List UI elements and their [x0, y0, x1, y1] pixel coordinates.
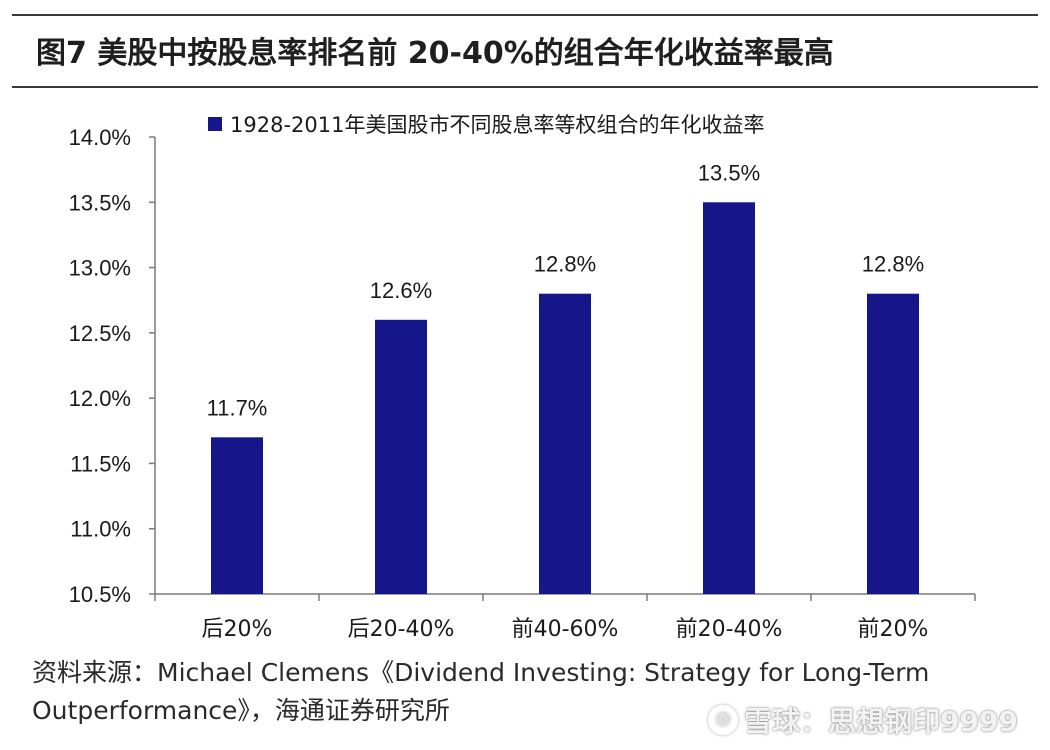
bar-chart: 14.0% 13.5% 13.0% 12.5% 12.0% 11.5% 11.0% 10.5%…	[69, 113, 976, 642]
bar	[703, 202, 755, 594]
bar-data-label: 12.6%	[370, 278, 432, 303]
y-tick-label: 14.0%	[69, 125, 131, 150]
bar-data-label: 12.8%	[534, 252, 596, 277]
title-rule	[12, 86, 1038, 88]
y-tick-label: 11.0%	[70, 517, 131, 542]
bar	[539, 293, 591, 594]
legend-label: 1928-2011年美国股市不同股息率等权组合的年化收益率	[230, 113, 764, 137]
bar-data-label: 11.7%	[207, 395, 268, 420]
bar	[375, 319, 427, 594]
x-category-label: 后20-40%	[348, 617, 455, 642]
y-tick-label: 10.5%	[69, 582, 131, 607]
y-tick-label: 12.5%	[69, 321, 131, 346]
bar-data-label: 12.8%	[862, 252, 924, 277]
y-tick-label: 13.5%	[69, 190, 131, 215]
watermark-text: 雪球：思想钢印9999	[744, 705, 1018, 738]
bar-data-label: 13.5%	[698, 160, 760, 185]
y-tick-label: 13.0%	[69, 256, 131, 281]
y-tick-label: 12.0%	[69, 386, 131, 411]
source-note: 资料来源：Michael Clemens《Dividend Investing:…	[32, 658, 930, 725]
legend-swatch	[208, 117, 222, 131]
watermark: ◎ 雪球：思想钢印9999	[708, 700, 1018, 740]
figure-title: 图7 美股中按股息率排名前 20-40%的组合年化收益率最高	[36, 36, 834, 71]
y-tick-label: 11.5%	[70, 451, 131, 476]
bar	[867, 293, 919, 594]
bar	[211, 437, 263, 594]
x-category-label: 前20%	[858, 617, 929, 642]
x-category-label: 前40-60%	[512, 617, 619, 642]
top-rule	[12, 14, 1038, 16]
x-category-label: 前20-40%	[676, 617, 783, 642]
x-category-label: 后20%	[202, 617, 273, 642]
snowball-logo-icon: ◎	[708, 705, 739, 735]
